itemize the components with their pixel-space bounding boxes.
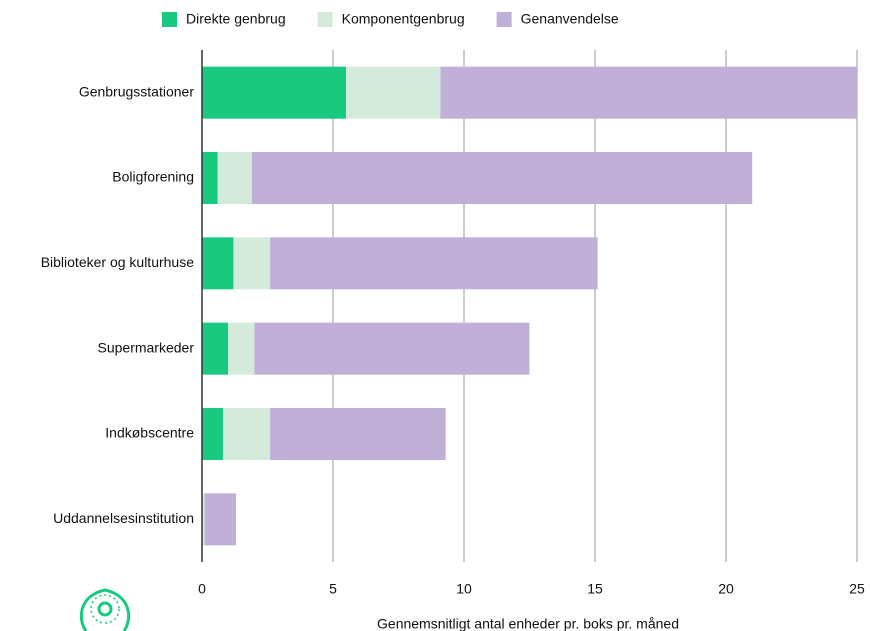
bar-segment: [440, 66, 857, 119]
bar-segment: [204, 493, 237, 546]
bar-segment: [270, 408, 446, 460]
bar-segment: [202, 408, 223, 460]
logo: [79, 588, 131, 631]
y-tick-label: Uddannelsesinstitution: [53, 510, 194, 526]
x-tick-label: 5: [329, 581, 337, 597]
legend-swatch: [317, 12, 333, 27]
legend-label: Komponentgenbrug: [342, 11, 465, 27]
x-tick-label: 10: [456, 581, 472, 597]
y-tick-label: Genbrugsstationer: [79, 83, 195, 99]
x-tick-label: 0: [198, 581, 206, 597]
y-tick-label: Biblioteker og kulturhuse: [41, 254, 195, 270]
legend-swatch: [162, 12, 177, 27]
bar-segment: [202, 237, 234, 290]
bar-segment: [202, 322, 229, 375]
y-tick-label: Boligforening: [112, 169, 194, 185]
bar-segment: [202, 152, 218, 204]
y-tick-label: Supermarkeder: [98, 339, 195, 355]
bar-segment: [270, 237, 598, 290]
bar-segment: [217, 152, 252, 204]
x-tick-label: 15: [587, 581, 603, 597]
legend-label: Direkte genbrug: [186, 11, 286, 27]
bar-segment: [202, 493, 205, 546]
bar-segment: [346, 66, 441, 119]
x-tick-label: 25: [849, 581, 865, 597]
x-tick-label: 20: [718, 581, 734, 597]
y-tick-label: Indkøbscentre: [105, 425, 194, 441]
bar-segment: [233, 237, 271, 290]
legend-swatch: [496, 12, 512, 27]
bar-segment: [222, 408, 271, 460]
bar-segment: [254, 322, 530, 375]
legend-label: Genanvendelse: [521, 11, 619, 27]
bar-segment: [251, 152, 753, 204]
bar-segment: [228, 322, 255, 375]
bar-segment: [202, 66, 347, 119]
x-axis-label: Gennemsnitligt antal enheder pr. boks pr…: [377, 616, 679, 631]
